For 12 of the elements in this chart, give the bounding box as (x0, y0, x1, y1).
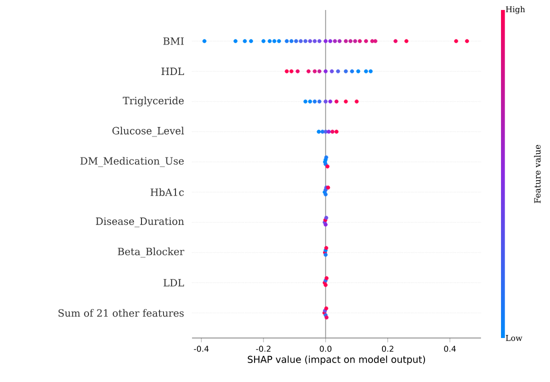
y-tick-label: HbA1c (150, 188, 184, 196)
y-tick-label: Beta_Blocker (118, 248, 184, 258)
y-tick-label: Triglyceride (122, 96, 184, 106)
y-tick-label: Disease_Duration (96, 217, 184, 228)
y-tick-label: BMI (163, 37, 184, 45)
y-tick-label: Sum of 21 other features (58, 309, 184, 317)
x-axis-title: SHAP value (impact on model output) (248, 356, 426, 365)
color-bar-title: Feature value (534, 144, 541, 204)
y-tick-label: Glucose_Level (112, 126, 184, 137)
y-tick-label: HDL (161, 68, 184, 75)
y-tick-label: LDL (164, 279, 184, 286)
y-tick-label: DM_Medication_Use (80, 156, 184, 167)
